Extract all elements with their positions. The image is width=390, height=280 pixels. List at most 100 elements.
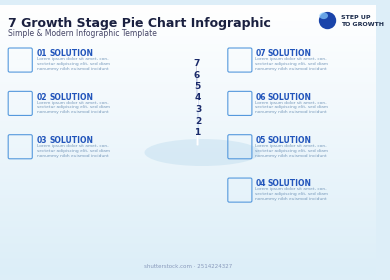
Bar [0,267,376,268]
Ellipse shape [319,12,328,19]
Polygon shape [197,134,198,145]
Bar [0,85,376,86]
Bar [0,205,376,206]
Polygon shape [197,133,198,134]
Bar [0,99,376,100]
Bar [0,46,376,48]
Bar [0,59,376,60]
Bar [0,39,376,40]
Bar [0,8,376,9]
Bar [0,169,376,170]
Bar [0,48,376,50]
Bar [0,106,376,107]
Bar [0,180,376,181]
Polygon shape [196,65,197,76]
Bar [0,196,376,197]
Bar [0,200,376,201]
Bar [0,73,376,74]
Text: 5: 5 [194,82,200,91]
Bar [0,22,376,24]
Bar [0,32,376,33]
Bar [0,111,376,112]
Text: shutterstock.com · 2514224327: shutterstock.com · 2514224327 [144,264,232,269]
Bar [0,156,376,157]
Bar [0,252,376,253]
Bar [0,87,376,88]
Bar [0,96,376,97]
Text: 3: 3 [195,105,201,114]
Bar [0,171,376,172]
Bar [0,219,376,220]
Bar [0,211,376,212]
Bar [0,142,376,143]
Bar [0,193,376,194]
Bar [0,79,376,80]
Bar [0,218,376,219]
Bar [0,139,376,140]
Bar [0,108,376,109]
Bar [0,38,376,39]
Polygon shape [197,122,199,134]
Bar [0,227,376,228]
Bar [0,35,376,36]
Bar [0,230,376,232]
Bar [0,189,376,190]
Bar [0,56,376,57]
Bar [0,175,376,176]
Bar [0,226,376,227]
Text: Lorem ipsum dolor sit amet, con-
sectetur adipiscing elit, sed diam
nonummy nibh: Lorem ipsum dolor sit amet, con- sectetu… [37,101,110,114]
Bar [0,132,376,133]
Bar [0,188,376,189]
Bar [0,63,376,64]
Bar [0,130,376,131]
Bar [0,163,376,164]
Bar [0,50,376,51]
Bar [0,177,376,178]
Bar [0,155,376,156]
Bar [0,72,376,73]
Bar [0,93,376,94]
Bar [0,191,376,192]
Bar [0,251,376,252]
Bar [0,146,376,147]
Bar [0,167,376,168]
Bar [0,203,376,204]
Bar [0,97,376,98]
Bar [0,225,376,226]
Text: 1: 1 [194,128,200,137]
Bar [0,52,376,53]
Bar [0,16,376,17]
Bar [0,24,376,25]
Polygon shape [198,122,199,134]
Bar [0,101,376,102]
Bar [0,183,376,184]
Text: 7 Growth Stage Pie Chart Infographic: 7 Growth Stage Pie Chart Infographic [8,17,271,30]
Polygon shape [197,110,199,111]
Bar [0,274,376,275]
Bar [0,213,376,214]
Bar [0,27,376,28]
Ellipse shape [145,139,260,166]
Bar [0,229,376,230]
Bar [0,28,376,29]
Bar [0,6,376,7]
Bar [0,238,376,239]
Bar [0,53,376,54]
Bar [0,43,376,44]
Bar [0,207,376,208]
Text: SOLUTION: SOLUTION [49,136,93,145]
Bar [0,68,376,69]
Bar [0,80,376,81]
Polygon shape [197,133,198,145]
Text: STEP UP: STEP UP [341,15,370,20]
Text: SOLUTION: SOLUTION [49,50,93,59]
Bar [0,268,376,269]
Bar [0,195,376,196]
Bar [0,190,376,191]
Text: 6: 6 [193,71,200,80]
Bar [0,242,376,243]
Bar [0,228,376,229]
Bar [0,248,376,249]
Bar [0,261,376,262]
Bar [0,117,376,118]
